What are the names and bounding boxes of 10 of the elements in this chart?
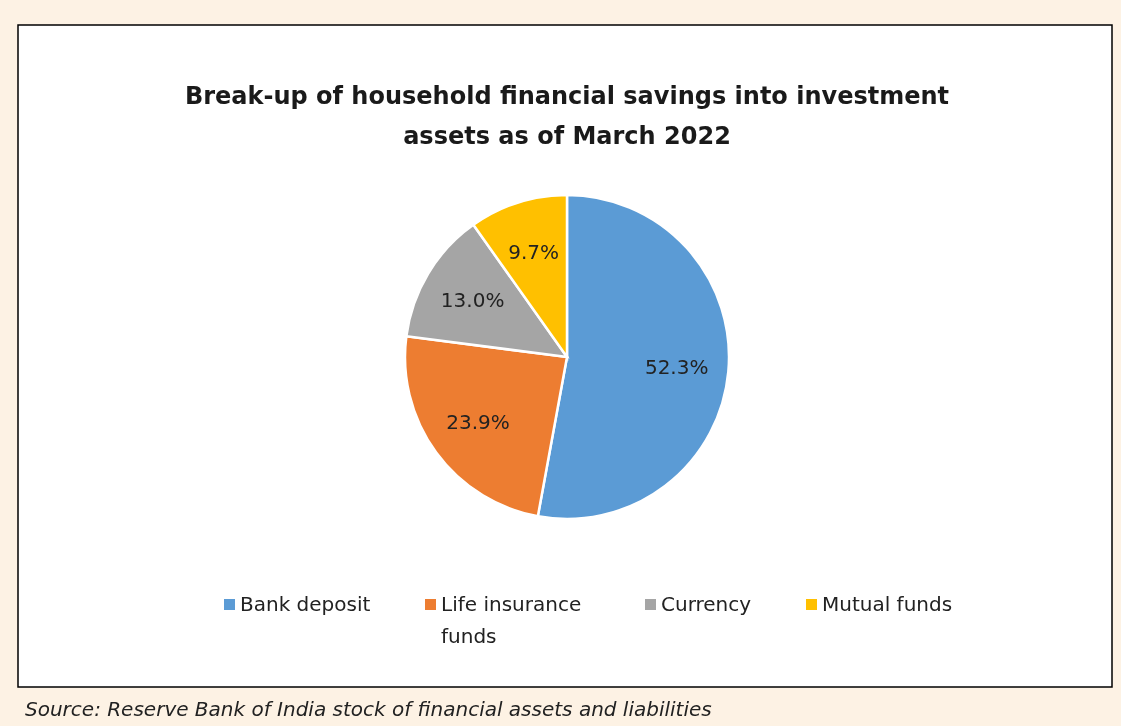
source-note: Source: Reserve Bank of India stock of financial assets and liabilities <box>25 697 712 721</box>
data-label: 52.3% <box>644 354 709 379</box>
legend-label: Life insurance funds <box>441 592 582 648</box>
data-label: 13.0% <box>440 288 505 313</box>
legend-label: Currency <box>661 592 752 616</box>
legend-label: Mutual funds <box>822 592 953 616</box>
legend-label: Bank deposit <box>240 592 371 616</box>
data-label: 23.9% <box>446 409 510 434</box>
chart-title: Break-up of household financial savings into investment assets as of March 2022 <box>184 82 950 150</box>
data-label: 9.7% <box>508 240 559 265</box>
